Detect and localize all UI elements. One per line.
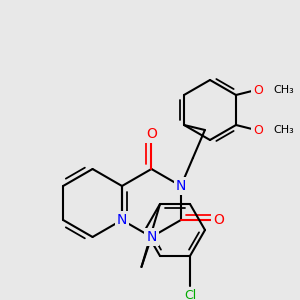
- Text: N: N: [117, 213, 127, 227]
- Text: O: O: [146, 127, 157, 141]
- Text: N: N: [176, 179, 186, 193]
- Text: Cl: Cl: [184, 290, 196, 300]
- Text: CH₃: CH₃: [274, 125, 294, 135]
- Text: CH₃: CH₃: [274, 85, 294, 95]
- Text: O: O: [214, 213, 224, 227]
- Text: N: N: [146, 230, 157, 244]
- Text: O: O: [253, 83, 263, 97]
- Text: O: O: [253, 124, 263, 136]
